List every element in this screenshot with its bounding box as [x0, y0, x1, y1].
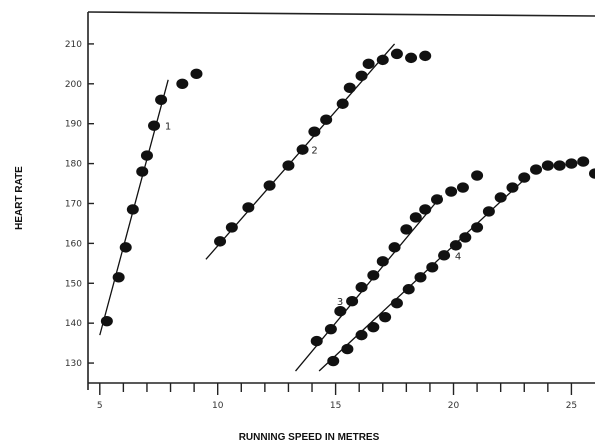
data-point-series-2: [405, 52, 418, 64]
data-point-series-3: [324, 323, 337, 335]
data-point-series-1: [176, 78, 189, 90]
data-point-series-4: [426, 262, 439, 273]
data-point-series-2: [263, 180, 276, 191]
y-tick-label: 130: [65, 359, 82, 369]
data-point-series-2: [296, 144, 309, 155]
data-point-series-3: [431, 194, 444, 205]
data-point-series-1: [112, 272, 125, 283]
data-point-series-2: [343, 82, 356, 93]
data-point-series-4: [482, 206, 495, 217]
data-point-series-4: [449, 240, 462, 251]
data-point-series-2: [390, 48, 403, 60]
data-point-series-3: [400, 224, 413, 235]
data-point-series-4: [390, 298, 403, 309]
data-point-series-2: [362, 58, 375, 70]
data-point-series-4: [589, 168, 595, 179]
data-point-series-4: [438, 250, 451, 261]
data-point-series-4: [327, 355, 340, 367]
data-point-series-3: [419, 204, 432, 215]
data-point-series-1: [126, 204, 139, 215]
data-point-series-4: [402, 284, 415, 295]
data-point-series-2: [242, 202, 255, 213]
y-tick-label: 200: [65, 80, 82, 90]
series-label-4: 4: [455, 251, 461, 262]
data-point-series-4: [518, 172, 531, 183]
data-point-series-1: [190, 68, 203, 80]
y-axis-ticks: 130 140 150 160 170 180 190 200 210: [65, 40, 94, 369]
data-point-series-4: [494, 192, 507, 203]
data-point-series-2: [376, 54, 389, 66]
y-tick-label: 170: [65, 199, 82, 209]
data-point-series-4: [414, 272, 427, 283]
y-tick-label: 190: [65, 120, 82, 130]
data-point-series-1: [136, 166, 149, 177]
data-point-series-3: [456, 182, 469, 193]
data-point-series-4: [541, 160, 554, 171]
y-tick-label: 150: [65, 279, 82, 289]
y-tick-label: 210: [65, 40, 82, 50]
data-point-series-4: [341, 343, 354, 355]
data-point-series-1: [155, 94, 168, 105]
data-point-series-1: [119, 242, 132, 253]
data-point-series-1: [100, 315, 113, 327]
data-point-series-2: [225, 222, 238, 233]
data-point-series-2: [214, 236, 227, 247]
trend-lines: [99, 43, 525, 372]
data-point-series-3: [310, 335, 323, 347]
data-point-series-4: [530, 164, 543, 175]
data-point-series-2: [419, 50, 432, 62]
x-tick-label: 15: [330, 401, 341, 411]
data-point-series-3: [376, 256, 389, 267]
data-point-series-2: [320, 114, 333, 125]
series-labels: 1 2 3 4: [165, 122, 461, 309]
data-point-series-2: [282, 160, 295, 171]
series-label-2: 2: [311, 146, 317, 157]
data-point-series-3: [445, 186, 458, 197]
data-points: [100, 48, 595, 367]
y-tick-label: 160: [65, 239, 82, 249]
data-point-series-4: [459, 232, 472, 243]
series-label-3: 3: [337, 297, 343, 308]
x-tick-label: 20: [448, 401, 460, 411]
data-point-series-4: [355, 329, 368, 341]
data-point-series-3: [346, 296, 359, 307]
data-point-series-4: [367, 321, 380, 333]
data-point-series-4: [379, 311, 392, 323]
data-point-series-4: [553, 160, 566, 171]
data-point-series-2: [355, 70, 368, 82]
data-point-series-3: [409, 212, 422, 223]
data-point-series-4: [565, 158, 578, 169]
data-point-series-3: [355, 282, 368, 293]
data-point-series-3: [471, 170, 484, 181]
data-point-series-1: [148, 120, 161, 131]
data-point-series-3: [388, 242, 401, 253]
x-tick-label: 10: [212, 401, 224, 411]
y-tick-label: 180: [65, 160, 82, 170]
data-point-series-4: [471, 222, 484, 233]
data-point-series-2: [336, 98, 349, 109]
data-point-series-4: [577, 156, 590, 167]
y-axis-title: HEART RATE: [14, 166, 25, 230]
data-point-series-1: [140, 150, 153, 161]
x-tick-label: 25: [566, 401, 577, 411]
series-label-1: 1: [165, 122, 171, 133]
data-point-series-4: [506, 182, 519, 193]
y-tick-label: 140: [65, 319, 82, 329]
x-axis-ticks: 5 10 15 20 25: [97, 383, 577, 411]
x-axis-title: RUNNING SPEED IN METRES: [239, 432, 380, 443]
data-point-series-3: [334, 305, 347, 317]
data-point-series-2: [308, 126, 321, 137]
data-point-series-3: [367, 270, 380, 281]
x-tick-label: 5: [97, 401, 103, 411]
top-border-line: [87, 11, 595, 17]
